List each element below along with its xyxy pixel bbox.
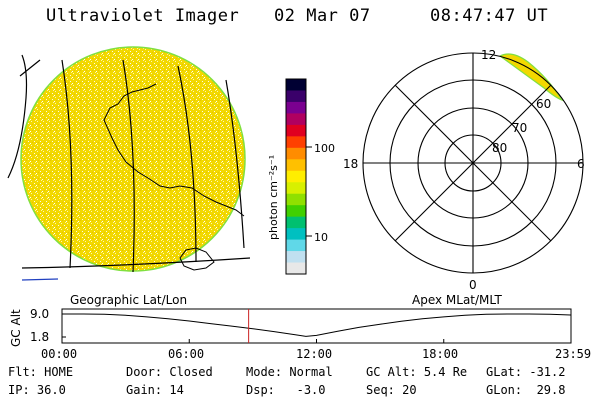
colorbar-swatch xyxy=(286,113,306,126)
gcalt-label: GC Alt: xyxy=(366,365,417,379)
gain-label: Gain: xyxy=(126,383,163,397)
coastline xyxy=(179,247,215,271)
dsp-value: -3.0 xyxy=(296,383,326,397)
altitude-ytick-min: 1.8 xyxy=(30,330,49,344)
colorbar-swatch xyxy=(286,147,306,160)
colorbar-swatch xyxy=(286,124,306,137)
glon-label: GLon: xyxy=(486,383,523,397)
lat-line xyxy=(19,59,41,77)
time-label: 08:47:47 UT xyxy=(430,6,549,26)
colorbar-units-label: photon cm⁻²s⁻¹ xyxy=(267,155,280,240)
longitude-grid xyxy=(7,54,245,273)
lon-line xyxy=(122,59,135,273)
glat-value: -31.2 xyxy=(529,365,566,379)
dsp-label: Dsp: xyxy=(246,383,275,397)
colorbar-swatch xyxy=(286,251,306,264)
coastline xyxy=(111,137,245,217)
glat-status: GLat: -31.2 xyxy=(486,365,565,379)
colorbar-swatch xyxy=(286,170,306,183)
door-value: Closed xyxy=(169,365,213,379)
colorbar-frame xyxy=(285,78,307,275)
gcalt-status: GC Alt: 5.4 Re xyxy=(366,365,467,379)
gcalt-value: 5.4 Re xyxy=(423,365,468,379)
colorbar-tick-label-100: 100 xyxy=(314,142,335,155)
altitude-line xyxy=(62,313,571,337)
door-status: Door: Closed xyxy=(126,365,213,379)
gain-status: Gain: 14 xyxy=(126,383,184,397)
mlt-axis xyxy=(394,84,552,242)
lon-line xyxy=(177,65,197,263)
flt-label: Flt: xyxy=(8,365,37,379)
xtick-label-2359: 23:59 xyxy=(555,347,592,361)
xtick-label-1200: 12:00 xyxy=(296,347,333,361)
door-label: Door: xyxy=(126,365,163,379)
polar-panel: 12 0 18 6 60 70 80 xyxy=(343,48,585,292)
xtick-label-0600: 06:00 xyxy=(168,347,205,361)
dsp-status: Dsp: -3.0 xyxy=(246,383,326,397)
colorbar-swatch xyxy=(286,193,306,206)
coastline xyxy=(103,83,157,139)
colorbar-swatch xyxy=(286,101,306,115)
lon-line xyxy=(7,54,28,179)
flt-value: HOME xyxy=(44,365,74,379)
polar-grid xyxy=(362,52,584,274)
xtick-label-1800: 18:00 xyxy=(422,347,459,361)
seq-label: Seq: xyxy=(366,383,395,397)
apex-caption: Apex MLat/MLT xyxy=(412,293,502,307)
colorbar-swatch xyxy=(286,228,306,241)
mode-label: Mode: xyxy=(246,365,283,379)
lon-line xyxy=(225,79,245,249)
colorbar-tick-label-10: 10 xyxy=(314,231,328,244)
xtick-label-0000: 00:00 xyxy=(41,347,78,361)
colorbar-swatch xyxy=(286,216,306,229)
date-label: 02 Mar 07 xyxy=(274,6,371,26)
colorbar-swatch xyxy=(286,182,306,195)
mlt-label-6: 6 xyxy=(577,157,585,171)
colorbar-swatch xyxy=(286,262,306,275)
ip-status: IP: 36.0 xyxy=(8,383,66,397)
latitude-grid xyxy=(19,59,251,269)
ip-value: 36.0 xyxy=(36,383,66,397)
mlt-label-18: 18 xyxy=(343,157,358,171)
altitude-plot: GC Alt 9.0 1.8 xyxy=(9,307,572,347)
mlat-label-60: 60 xyxy=(536,97,551,111)
gain-value: 14 xyxy=(169,383,184,397)
glat-label: GLat: xyxy=(486,365,523,379)
altitude-series xyxy=(62,309,571,343)
glon-status: GLon: 29.8 xyxy=(486,383,565,397)
mlt-label-0: 0 xyxy=(469,278,477,292)
instrument-title: Ultraviolet Imager xyxy=(46,6,240,26)
colorbar-swatch xyxy=(286,205,306,218)
mode-status: Mode: Normal xyxy=(246,365,333,379)
auroral-oval xyxy=(498,53,564,102)
mlt-label-12: 12 xyxy=(481,48,496,62)
mlat-label-70: 70 xyxy=(512,121,527,135)
colorbar xyxy=(286,79,306,275)
lon-line xyxy=(61,59,73,269)
ip-label: IP: xyxy=(8,383,30,397)
lat-line xyxy=(21,257,251,269)
geographic-caption: Geographic Lat/Lon xyxy=(70,293,187,307)
coastlines xyxy=(103,83,245,271)
colorbar-swatch xyxy=(286,79,306,92)
seq-value: 20 xyxy=(402,383,417,397)
colorbar-swatch xyxy=(286,90,306,103)
seq-status: Seq: 20 xyxy=(366,383,417,397)
glon-value: 29.8 xyxy=(536,383,566,397)
mlat-label-80: 80 xyxy=(492,141,507,155)
altitude-axis-label: GC Alt xyxy=(9,309,23,347)
altitude-ytick-max: 9.0 xyxy=(30,307,49,321)
colorbar-swatch xyxy=(286,159,306,172)
geographic-panel xyxy=(7,46,251,281)
mode-value: Normal xyxy=(289,365,333,379)
altitude-xticks xyxy=(61,339,572,343)
colorbar-swatch xyxy=(286,136,306,149)
colorbar-swatch xyxy=(286,239,306,252)
coastline xyxy=(21,278,59,281)
flt-status: Flt: HOME xyxy=(8,365,73,379)
